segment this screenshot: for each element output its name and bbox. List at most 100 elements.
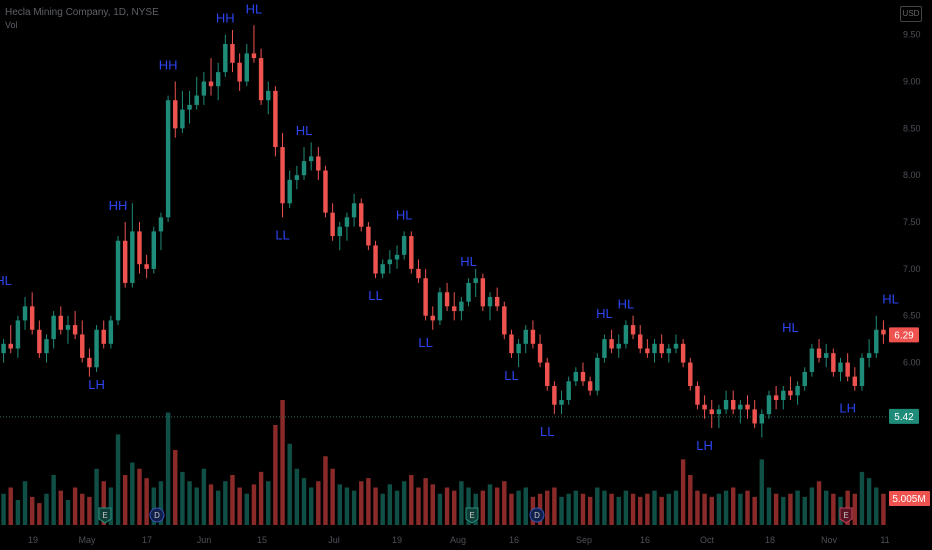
volume-bar	[187, 481, 192, 525]
candle	[823, 353, 829, 358]
volume-bar	[480, 490, 486, 525]
volume-bar	[802, 496, 807, 525]
price-axis-label: 8.00	[903, 170, 921, 180]
volume-bar	[459, 481, 464, 525]
volume-bar	[373, 487, 378, 525]
candle	[87, 357, 92, 368]
swing-label-hl: HL	[296, 123, 313, 138]
volume-bar	[122, 475, 128, 525]
candle	[716, 409, 722, 415]
price-axis-label: 8.50	[903, 123, 921, 133]
volume-bar	[630, 493, 636, 525]
candle	[65, 325, 71, 330]
volume-bar	[545, 490, 550, 525]
volume-bar	[294, 468, 300, 525]
candle	[580, 371, 586, 382]
volume-tag-bg	[889, 491, 930, 506]
candle	[666, 348, 672, 354]
earnings-marker[interactable]	[98, 507, 112, 524]
currency-button[interactable]: USD	[900, 6, 922, 22]
volume-bar	[115, 434, 121, 525]
volume-bar	[680, 459, 686, 525]
volume-bar	[730, 487, 736, 525]
swing-label-ll: LL	[540, 424, 554, 439]
candle	[22, 306, 28, 321]
candle	[437, 292, 443, 321]
volume-bar	[616, 496, 621, 525]
dividend-marker[interactable]	[149, 507, 165, 523]
volume-bar	[29, 496, 35, 525]
volume-bar	[502, 481, 507, 525]
candle	[459, 301, 464, 312]
volume-bar	[130, 462, 135, 525]
candle	[359, 203, 364, 227]
candle	[165, 100, 171, 218]
volume-bar	[137, 468, 142, 525]
candle	[280, 147, 285, 204]
dividend-marker[interactable]	[529, 507, 545, 523]
volume-bar	[72, 487, 78, 525]
volume-bar	[251, 484, 257, 525]
candle	[115, 240, 121, 321]
volume-bar	[108, 487, 114, 525]
candle	[730, 400, 736, 410]
swing-label-hl: HL	[596, 306, 613, 321]
volume-bar	[144, 478, 149, 525]
candle	[630, 325, 636, 335]
candle	[294, 175, 300, 180]
candle	[215, 72, 221, 87]
candle	[301, 161, 307, 176]
candle	[423, 278, 428, 316]
candle	[752, 409, 757, 424]
volume-bar	[344, 487, 350, 525]
candle	[723, 400, 729, 410]
candle	[595, 357, 600, 391]
candle	[709, 409, 714, 415]
volume-bar	[22, 481, 28, 525]
time-axis-label: Sep	[576, 535, 592, 545]
price-axis-label: 6.00	[903, 358, 921, 368]
candle	[187, 104, 192, 110]
volume-bar	[595, 487, 600, 525]
candle	[566, 381, 571, 401]
volume-bar	[44, 493, 49, 525]
price-axis-label: 9.50	[903, 30, 921, 40]
candle	[230, 44, 235, 63]
candle	[130, 231, 135, 283]
volume-bar	[816, 481, 822, 525]
candle	[881, 329, 886, 335]
candle	[201, 81, 207, 96]
volume-bar	[723, 490, 729, 525]
volume-bar	[173, 450, 178, 525]
swing-label-hl: HL	[618, 296, 635, 311]
time-axis-label: 11	[880, 535, 889, 545]
swing-label-ll: LL	[275, 227, 289, 242]
event-marker-label: E	[469, 511, 474, 520]
swing-label-hl: HL	[882, 292, 899, 307]
candle	[387, 259, 393, 265]
swing-label-hh: HH	[109, 198, 128, 213]
time-axis-label: 17	[142, 535, 152, 545]
swing-label-hl: HL	[246, 1, 263, 16]
volume-bar	[709, 496, 714, 525]
candle	[695, 385, 700, 405]
volume-bar	[659, 496, 664, 525]
swing-label-hh: HH	[216, 11, 235, 26]
time-axis-label: 19	[392, 535, 402, 545]
candle	[337, 226, 342, 237]
earnings-marker[interactable]	[839, 507, 853, 524]
volume-bar	[151, 487, 157, 525]
candle	[738, 404, 743, 410]
earnings-marker[interactable]	[465, 507, 479, 524]
volume-bar	[1, 493, 6, 525]
volume-bar	[351, 490, 357, 525]
volume-bar	[766, 487, 772, 525]
candle	[759, 414, 765, 424]
volume-bar	[781, 496, 786, 525]
volume-bar	[673, 490, 679, 525]
candle	[795, 385, 800, 396]
candle	[266, 90, 271, 101]
volume-bar	[287, 443, 292, 525]
